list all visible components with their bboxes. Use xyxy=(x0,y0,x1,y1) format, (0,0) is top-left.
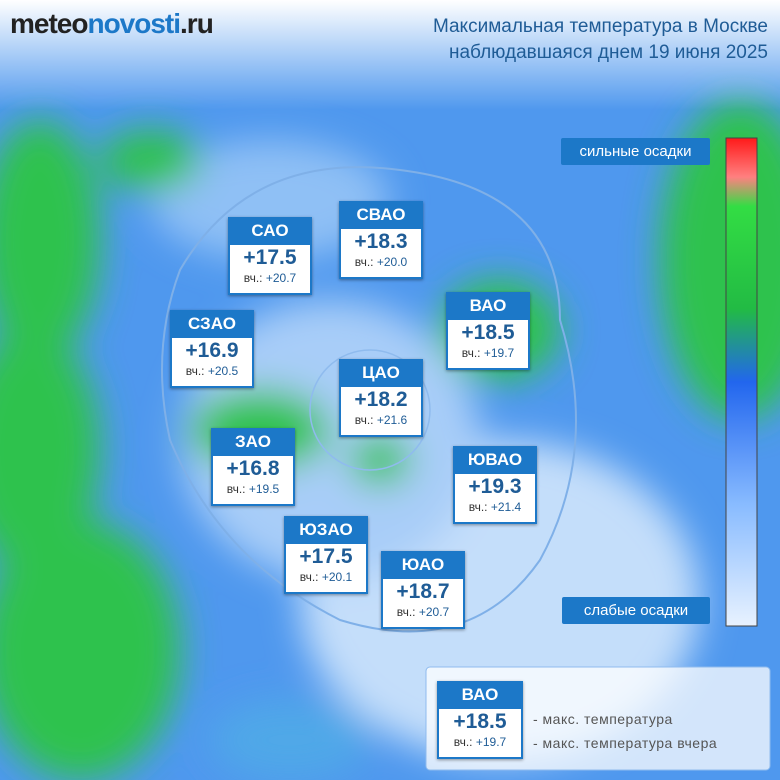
district-box: ЮАО +18.7 вч.: +20.7 xyxy=(381,551,465,629)
district-body: +18.3 вч.: +20.0 xyxy=(339,229,423,279)
yesterday-label: вч.: xyxy=(243,271,263,285)
scale-label: слабые осадки xyxy=(562,597,710,624)
title: Максимальная температура в Москве наблюда… xyxy=(433,14,768,66)
district-box: СЗАО +16.9 вч.: +20.5 xyxy=(170,310,254,388)
title-line: Максимальная температура в Москве xyxy=(432,16,768,37)
yesterday-temp: +19.7 xyxy=(475,735,507,749)
yesterday-temp: +21.4 xyxy=(490,500,522,514)
legend-note: - макс. температура вчера xyxy=(533,735,718,751)
district-name: ЮЗАО xyxy=(284,516,368,544)
yesterday-label: вч.: xyxy=(354,413,374,427)
yesterday-temp: +20.5 xyxy=(207,364,239,378)
district-body: +18.7 вч.: +20.7 xyxy=(381,579,465,629)
district-box: ЮВАО +19.3 вч.: +21.4 xyxy=(453,446,537,524)
precip-scale xyxy=(725,137,758,627)
district-box: ЦАО +18.2 вч.: +21.6 xyxy=(339,359,423,437)
yesterday-temp: +20.7 xyxy=(418,605,450,619)
logo-suffix: .ru xyxy=(180,8,214,39)
district-name: ВАО xyxy=(437,681,523,709)
yesterday-label: вч.: xyxy=(461,346,481,360)
temp: +18.7 xyxy=(396,580,450,603)
district-body: +19.3 вч.: +21.4 xyxy=(453,474,537,524)
temp: +18.2 xyxy=(354,388,408,411)
yesterday-label: вч.: xyxy=(185,364,205,378)
yesterday-temp: +19.7 xyxy=(483,346,515,360)
district-body: +17.5 вч.: +20.1 xyxy=(284,544,368,594)
yesterday: вч.: +20.7 xyxy=(383,605,463,619)
district-name: ЮВАО xyxy=(453,446,537,474)
yesterday-label: вч.: xyxy=(354,255,374,269)
district-name: ЗАО xyxy=(211,428,295,456)
yesterday: вч.: +20.0 xyxy=(341,255,421,269)
district-name: ВАО xyxy=(446,292,530,320)
yesterday-temp: +20.7 xyxy=(265,271,297,285)
yesterday: вч.: +19.7 xyxy=(448,346,528,360)
yesterday: вч.: +20.1 xyxy=(286,570,366,584)
temp: +17.5 xyxy=(243,246,297,269)
district-body: +16.9 вч.: +20.5 xyxy=(170,338,254,388)
temp: +16.8 xyxy=(226,457,280,480)
district-box: ЮЗАО +17.5 вч.: +20.1 xyxy=(284,516,368,594)
district-body: +18.5 вч.: +19.7 xyxy=(446,320,530,370)
district-box: ЗАО +16.8 вч.: +19.5 xyxy=(211,428,295,506)
yesterday: вч.: +20.5 xyxy=(172,364,252,378)
legend-note: - макс. температура xyxy=(533,711,673,727)
yesterday-temp: +20.1 xyxy=(321,570,353,584)
yesterday-label: вч.: xyxy=(468,500,488,514)
temp: +18.3 xyxy=(354,230,408,253)
yesterday: вч.: +21.4 xyxy=(455,500,535,514)
yesterday-label: вч.: xyxy=(453,735,473,749)
district-box: САО +17.5 вч.: +20.7 xyxy=(228,217,312,295)
yesterday-label: вч.: xyxy=(299,570,319,584)
yesterday-label: вч.: xyxy=(396,605,416,619)
district-body: +17.5 вч.: +20.7 xyxy=(228,245,312,295)
temp: +19.3 xyxy=(468,475,522,498)
legend-box: ВАО +18.5 вч.: +19.7 xyxy=(437,681,523,759)
scale-label: сильные осадки xyxy=(561,138,710,165)
district-body: +18.2 вч.: +21.6 xyxy=(339,387,423,437)
yesterday: вч.: +21.6 xyxy=(341,413,421,427)
district-name: СВАО xyxy=(339,201,423,229)
yesterday-label: вч.: xyxy=(226,482,246,496)
yesterday: вч.: +20.7 xyxy=(230,271,310,285)
yesterday-temp: +20.0 xyxy=(376,255,408,269)
logo: meteonovosti.ru xyxy=(10,8,214,40)
logo-prefix: meteo xyxy=(10,8,88,39)
yesterday-temp: +19.5 xyxy=(248,482,280,496)
title-line: наблюдавшаяся днем 19 июня 2025 xyxy=(448,42,768,63)
yesterday: вч.: +19.5 xyxy=(213,482,293,496)
district-name: ЦАО xyxy=(339,359,423,387)
district-name: СЗАО xyxy=(170,310,254,338)
temp: +18.5 xyxy=(453,710,507,733)
district-body: +16.8 вч.: +19.5 xyxy=(211,456,295,506)
district-name: ЮАО xyxy=(381,551,465,579)
yesterday-temp: +21.6 xyxy=(376,413,408,427)
temp: +18.5 xyxy=(461,321,515,344)
district-name: САО xyxy=(228,217,312,245)
temp: +17.5 xyxy=(299,545,353,568)
district-box: ВАО +18.5 вч.: +19.7 xyxy=(446,292,530,370)
temp: +16.9 xyxy=(185,339,239,362)
logo-main: novosti xyxy=(87,8,181,39)
district-box: СВАО +18.3 вч.: +20.0 xyxy=(339,201,423,279)
